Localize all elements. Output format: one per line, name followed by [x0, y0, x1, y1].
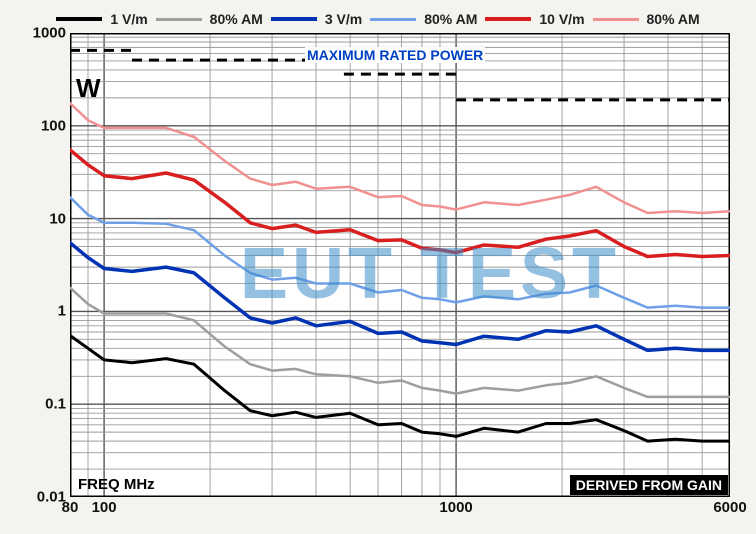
x-tick-label: 1000	[439, 499, 472, 516]
legend-swatch	[271, 17, 317, 21]
legend-swatch	[593, 18, 639, 21]
max-power-label: MAXIMUM RATED POWER	[305, 47, 485, 63]
legend-label: 1 V/m	[110, 11, 147, 27]
legend-label: 80% AM	[424, 11, 477, 27]
chart-container: 1 V/m 80% AM 3 V/m 80% AM 10 V/m 80% AM EUT T…	[10, 5, 746, 529]
legend-swatch	[156, 18, 202, 21]
y-axis-unit: W	[76, 73, 101, 104]
y-tick-label: 100	[41, 117, 66, 134]
y-tick-label: 10	[49, 210, 66, 227]
plot-area: EUT TEST MAXIMUM RATED POWER FREQ MHz DE…	[70, 33, 730, 497]
legend-swatch	[485, 17, 531, 21]
y-tick-label: 1	[58, 303, 66, 320]
legend-swatch	[370, 18, 416, 21]
y-tick-label: 1000	[33, 25, 66, 42]
x-tick-label: 6000	[713, 499, 746, 516]
legend-label: 80% AM	[647, 11, 700, 27]
legend-label: 80% AM	[210, 11, 263, 27]
y-tick-label: 0.1	[45, 396, 66, 413]
chart-svg	[70, 33, 730, 497]
legend-label: 3 V/m	[325, 11, 362, 27]
x-axis-label: FREQ MHz	[78, 476, 155, 493]
x-tick-label: 100	[92, 499, 117, 516]
legend-swatch	[56, 17, 102, 21]
derived-from-gain-label: DERIVED FROM GAIN	[570, 475, 728, 495]
legend-label: 10 V/m	[539, 11, 584, 27]
x-tick-label: 80	[62, 499, 79, 516]
legend: 1 V/m 80% AM 3 V/m 80% AM 10 V/m 80% AM	[10, 5, 746, 33]
